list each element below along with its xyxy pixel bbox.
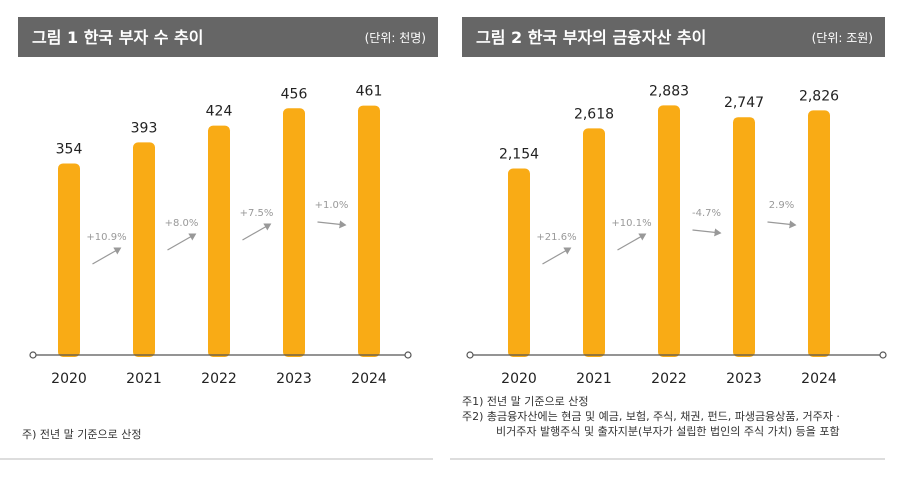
bar-value-label: 2,154 [499,147,539,163]
chart-note: 주1) 전년 말 기준으로 산정 [462,395,588,408]
bar-value-label: 2,747 [724,95,764,111]
bar-2024 [808,110,830,357]
bar-2021 [583,128,605,357]
bar-2020 [508,168,530,357]
bar-2022 [658,105,680,357]
axis-start-circle [466,351,474,359]
x-tick-label: 2021 [126,371,162,387]
x-tick-label: 2023 [726,371,762,387]
bar-value-label: 2,826 [799,88,839,104]
chart-unit-label: (단위: 천명) [365,30,426,45]
bar-2021 [133,142,155,357]
chart-note: 주) 전년 말 기준으로 산정 [22,428,141,441]
growth-rate-label: +1.0% [315,200,349,211]
chart-svg-households: 그림 1 한국 부자 수 추이 (단위: 천명) 354 2020 393 2021 424… [0,17,438,460]
growth-rate-label: +21.6% [536,232,576,243]
axis-end-circle [879,351,887,359]
bar-value-label: 393 [131,120,158,136]
bar-2020 [58,163,80,357]
growth-rate-label: -4.7% [692,208,721,219]
growth-arrow [692,228,722,237]
growth-arrow [167,233,197,251]
bar-2023 [283,108,305,357]
bar-value-label: 2,618 [574,106,614,122]
chart-note: 비거주자 발행주식 및 출자지분(부자가 설립한 법인의 주식 가치) 등을 포… [496,425,840,438]
axis-end-circle [404,351,412,359]
x-tick-label: 2022 [651,371,687,387]
chart-title: 그림 2 한국 부자의 금융자산 추이 [476,28,706,47]
bar-value-label: 2,883 [649,83,689,99]
growth-rate-label: 2.9% [769,200,794,211]
chart-unit-label: (단위: 조원) [812,31,873,45]
chart-panel-households: 그림 1 한국 부자 수 추이 (단위: 천명) 354 2020 393 2021 424… [0,17,438,460]
growth-arrow [542,247,572,265]
x-tick-label: 2020 [51,371,87,387]
growth-arrow [92,247,122,265]
chart-panel-financial-assets: 그림 2 한국 부자의 금융자산 추이 (단위: 조원) 2,154 2020 2,61… [450,0,900,477]
bar-value-label: 424 [206,104,233,120]
chart-svg-financial-assets: 그림 2 한국 부자의 금융자산 추이 (단위: 조원) 2,154 2020 2,61… [450,17,887,460]
bar-value-label: 456 [281,86,308,102]
chart-header-bar [462,17,885,57]
growth-arrow [767,220,797,229]
x-tick-label: 2020 [501,371,537,387]
x-tick-label: 2022 [201,371,237,387]
chart-title: 그림 1 한국 부자 수 추이 [32,28,203,47]
x-tick-label: 2021 [576,371,612,387]
bar-2022 [208,125,230,358]
axis-start-circle [29,351,37,359]
bar-value-label: 461 [356,84,383,100]
x-tick-label: 2024 [351,371,387,387]
growth-rate-label: +10.1% [611,218,651,229]
growth-rate-label: +10.9% [86,232,126,243]
growth-rate-label: +7.5% [240,208,274,219]
bar-value-label: 354 [56,141,83,157]
x-tick-label: 2023 [276,371,312,387]
growth-arrow [317,220,347,229]
bar-2023 [733,117,755,357]
chart-note: 주2) 총금융자산에는 현금 및 예금, 보험, 주식, 채권, 펀드, 파생금… [462,410,840,423]
growth-arrow [242,223,272,241]
chart-header-bar [18,17,438,57]
growth-rate-label: +8.0% [165,218,199,229]
growth-arrow [617,233,647,251]
x-tick-label: 2024 [801,371,837,387]
bar-2024 [358,105,380,357]
